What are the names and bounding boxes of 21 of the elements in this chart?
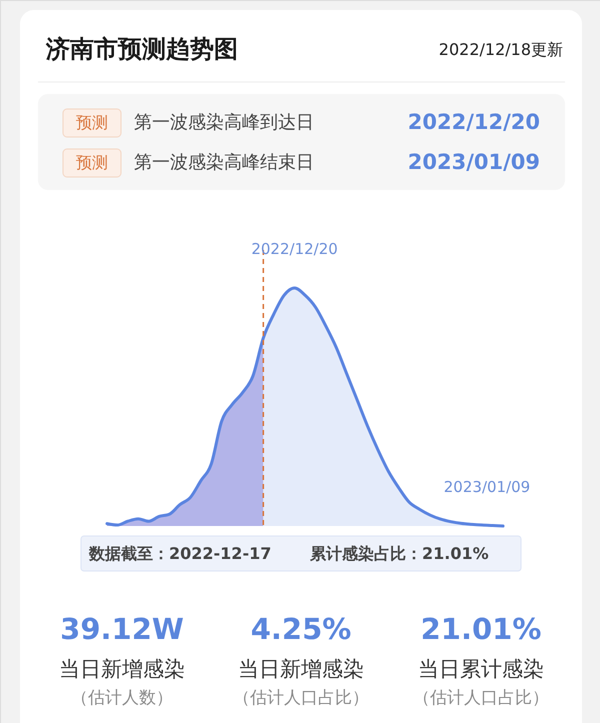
text: 数据截至：2022-12-17: [88, 544, 272, 563]
text: 当日累计感染: [418, 657, 544, 681]
text: 累计感染占比：21.01%: [309, 544, 489, 563]
text: 当日新增感染: [238, 657, 364, 681]
text: 预测: [76, 153, 108, 172]
text: 39.12W: [60, 612, 184, 646]
text: （估计人数）: [71, 688, 173, 708]
text: （估计人口占比）: [413, 688, 549, 708]
text: 第一波感染高峰结束日: [134, 152, 314, 173]
text: 21.01%: [420, 612, 542, 646]
text: （估计人口占比）: [233, 688, 369, 708]
text: 预测: [76, 113, 108, 132]
text: 2022/12/20: [408, 110, 540, 134]
text: 2023/01/09: [408, 150, 540, 174]
chart-title: 济南市预测趋势图: [45, 35, 238, 63]
text: 4.25%: [250, 612, 352, 646]
chart-subtitle: 2022/12/18更新: [438, 40, 563, 59]
text: 当日新增感染: [59, 657, 185, 681]
annotation: 2023/01/09: [444, 478, 530, 496]
text: 第一波感染高峰到达日: [134, 112, 314, 133]
annotation: 2022/12/20: [251, 240, 338, 258]
